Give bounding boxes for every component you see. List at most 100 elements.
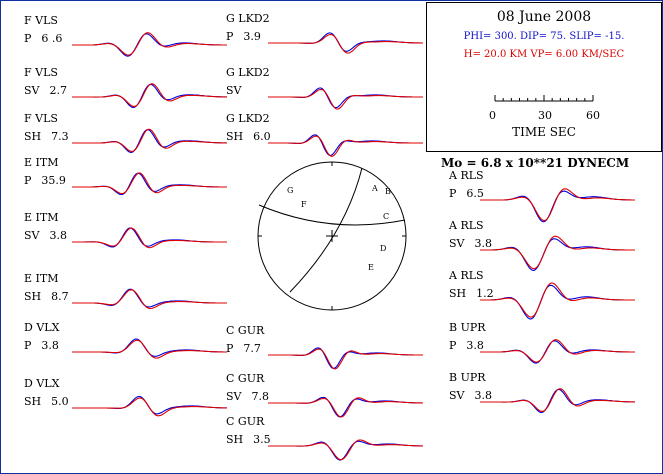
synthetic-trace bbox=[268, 439, 423, 461]
time-tick-60: 60 bbox=[586, 109, 600, 122]
time-tick-30: 30 bbox=[538, 109, 552, 122]
amplitude-label: 7.7 bbox=[243, 342, 261, 355]
synthetic-trace bbox=[72, 339, 227, 359]
phase-amplitude-label: SV 3.8 bbox=[449, 238, 492, 249]
synthetic-trace bbox=[268, 397, 424, 418]
nodal-plane-1 bbox=[258, 204, 406, 226]
station-label: C GUR bbox=[226, 324, 265, 337]
phase-label: SH bbox=[226, 130, 244, 143]
station-label: A RLS bbox=[449, 219, 484, 232]
amplitude-label: 7.3 bbox=[51, 130, 69, 143]
observed-trace bbox=[72, 172, 227, 196]
phase-label: SV bbox=[449, 389, 465, 402]
nodal-plane-2 bbox=[289, 167, 363, 293]
observed-trace bbox=[72, 395, 227, 415]
observed-trace bbox=[72, 288, 227, 308]
seismic-moment: Mo = 6.8 x 10**21 DYNECM bbox=[441, 156, 630, 170]
phase-amplitude-label: P 3.8 bbox=[24, 340, 59, 351]
phase-amplitude-label: P 7.7 bbox=[226, 343, 261, 354]
station-azimuth-label: B bbox=[385, 187, 391, 196]
station-azimuth-label: C bbox=[383, 212, 389, 221]
station-label: E ITM bbox=[24, 272, 59, 285]
phase-amplitude-label: SV 2.7 bbox=[24, 85, 67, 96]
phase-amplitude-label: SV 3.8 bbox=[24, 230, 67, 241]
amplitude-label: 3.8 bbox=[49, 229, 67, 242]
station-label: D VLX bbox=[24, 321, 60, 334]
phase-label: P bbox=[24, 339, 32, 352]
synthetic-trace bbox=[72, 83, 227, 108]
phase-amplitude-label: P 3.9 bbox=[226, 31, 261, 42]
phase-amplitude-label: SV 7.8 bbox=[226, 391, 269, 402]
time-scale-bar bbox=[494, 95, 594, 102]
station-label: G LKD2 bbox=[226, 66, 270, 79]
amplitude-label: 2.7 bbox=[49, 84, 67, 97]
phase-amplitude-label: SH 7.3 bbox=[24, 131, 69, 142]
phase-amplitude-label: P 6.5 bbox=[449, 188, 484, 199]
phase-label: P bbox=[226, 342, 234, 355]
synthetic-trace bbox=[268, 135, 423, 157]
synthetic-trace bbox=[480, 188, 635, 222]
station-label: B UPR bbox=[449, 371, 486, 384]
station-azimuth-label: A bbox=[371, 184, 378, 193]
amplitude-label: 5.0 bbox=[51, 395, 69, 408]
amplitude-label: 8.7 bbox=[51, 290, 69, 303]
phase-label: P bbox=[449, 187, 457, 200]
phase-amplitude-label: SH 3.5 bbox=[226, 434, 271, 445]
observed-trace bbox=[268, 347, 423, 369]
station-label: E ITM bbox=[24, 156, 59, 169]
phase-label: SH bbox=[24, 290, 42, 303]
phase-label: SV bbox=[24, 229, 40, 242]
station-label: A RLS bbox=[449, 269, 484, 282]
synthetic-trace bbox=[72, 397, 227, 417]
station-label: E ITM bbox=[24, 211, 59, 224]
phase-amplitude-label: P 3.8 bbox=[449, 340, 484, 351]
synthetic-trace bbox=[268, 88, 423, 110]
synthetic-trace bbox=[72, 32, 227, 56]
synthetic-trace bbox=[72, 289, 227, 310]
station-label: G LKD2 bbox=[226, 12, 270, 25]
phase-amplitude-label: SH 1.2 bbox=[449, 288, 494, 299]
phase-label: P bbox=[449, 339, 457, 352]
amplitude-label: 6.5 bbox=[466, 187, 484, 200]
synthetic-trace bbox=[480, 339, 635, 363]
amplitude-label: 1.2 bbox=[476, 287, 494, 300]
phase-label: SH bbox=[449, 287, 467, 300]
phase-label: SH bbox=[24, 130, 42, 143]
station-azimuth-label: E bbox=[368, 263, 374, 272]
station-label: F VLS bbox=[24, 14, 58, 27]
event-date: 08 June 2008 bbox=[496, 9, 592, 25]
observed-trace bbox=[268, 134, 423, 156]
station-label: F VLS bbox=[24, 112, 58, 125]
amplitude-label: 7.8 bbox=[251, 390, 269, 403]
phase-label: SV bbox=[24, 84, 40, 97]
station-label: A RLS bbox=[449, 169, 484, 182]
synthetic-trace bbox=[72, 172, 227, 195]
phase-label: P bbox=[24, 174, 32, 187]
phase-amplitude-label: SH 5.0 bbox=[24, 396, 69, 407]
station-azimuth-label: D bbox=[380, 244, 386, 253]
phase-amplitude-label: SH 6.0 bbox=[226, 131, 271, 142]
observed-trace bbox=[72, 129, 228, 153]
phase-label: P bbox=[226, 30, 234, 43]
mechanism-params: PHI= 300. DIP= 75. SLIP= -15. bbox=[463, 31, 625, 42]
synthetic-trace bbox=[268, 33, 423, 54]
station-azimuth-label: F bbox=[301, 200, 307, 209]
time-tick-0: 0 bbox=[489, 109, 496, 122]
synthetic-trace bbox=[480, 282, 635, 318]
depth-velocity: H= 20.0 KM VP= 6.00 KM/SEC bbox=[463, 49, 625, 60]
station-label: C GUR bbox=[226, 415, 265, 428]
focal-sphere: A B C D E FG bbox=[257, 161, 407, 311]
synthetic-trace bbox=[268, 348, 423, 370]
phase-label: SH bbox=[24, 395, 42, 408]
phase-label: SH bbox=[226, 433, 244, 446]
time-axis-label: TIME SEC bbox=[512, 125, 576, 139]
synthetic-trace bbox=[480, 235, 635, 270]
station-label: G LKD2 bbox=[226, 112, 270, 125]
amplitude-label: 3.8 bbox=[474, 389, 492, 402]
observed-trace bbox=[268, 87, 423, 109]
observed-trace bbox=[480, 238, 635, 271]
synthetic-trace bbox=[72, 227, 227, 249]
synthetic-trace bbox=[480, 388, 635, 412]
